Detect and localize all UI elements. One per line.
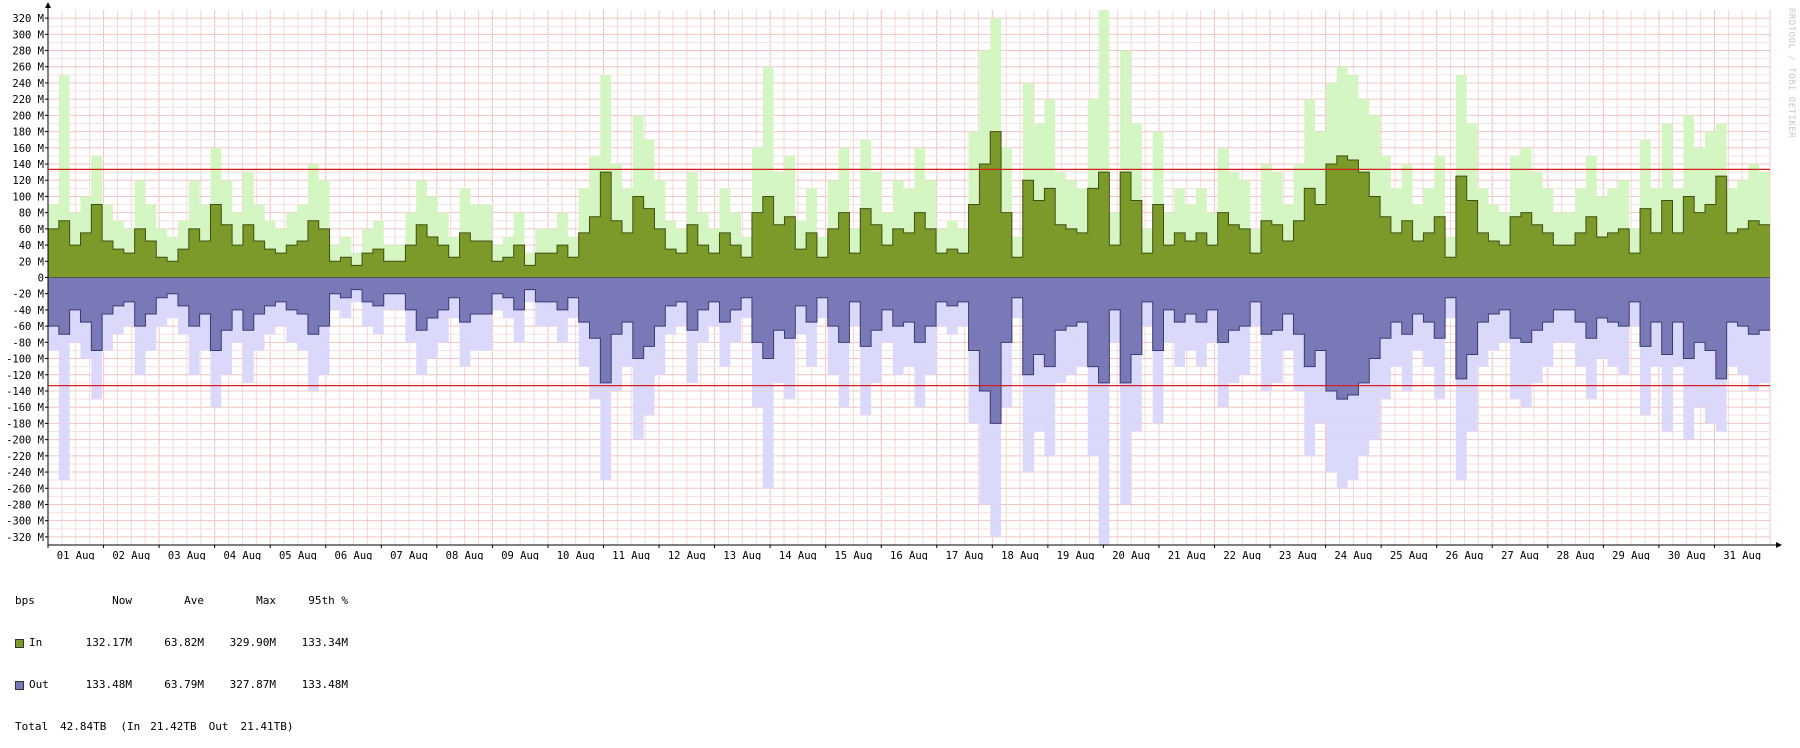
- x-tick-label: 23 Aug: [1279, 550, 1317, 560]
- legend-col-p95: 95th %: [308, 594, 348, 607]
- legend-total-value: 42.84TB: [60, 720, 107, 733]
- legend-col-max: Max: [256, 594, 276, 607]
- x-tick-label: 19 Aug: [1057, 550, 1095, 560]
- x-tick-label: 12 Aug: [668, 550, 706, 560]
- y-tick-label: 160 M: [12, 143, 44, 155]
- legend-label-out: Out: [29, 678, 49, 691]
- x-tick-label: 02 Aug: [112, 550, 150, 560]
- x-tick-label: 11 Aug: [612, 550, 650, 560]
- y-tick-label: 80 M: [19, 208, 44, 220]
- y-tick-label: 180 M: [12, 127, 44, 139]
- y-tick-label: 280 M: [12, 46, 44, 58]
- y-tick-label: 60 M: [19, 224, 44, 236]
- legend-total-label: Total: [15, 720, 49, 733]
- y-tick-label: -320 M: [6, 532, 44, 544]
- legend-col-now: Now: [112, 594, 132, 607]
- x-tick-label: 26 Aug: [1446, 550, 1484, 560]
- legend-unit: bps: [15, 594, 35, 607]
- y-tick-label: 20 M: [19, 256, 44, 268]
- x-tick-label: 03 Aug: [168, 550, 206, 560]
- x-tick-label: 20 Aug: [1112, 550, 1150, 560]
- y-tick-label: -20 M: [12, 289, 44, 301]
- legend-in-max: 329.90M: [229, 636, 276, 649]
- y-tick-label: 260 M: [12, 62, 44, 74]
- x-tick-label: 25 Aug: [1390, 550, 1428, 560]
- x-tick-label: 31 Aug: [1723, 550, 1761, 560]
- y-tick-label: -260 M: [6, 483, 44, 495]
- legend-swatch-out: [15, 680, 24, 690]
- x-tick-label: 07 Aug: [390, 550, 428, 560]
- y-tick-label: 240 M: [12, 78, 44, 90]
- y-tick-label: 320 M: [12, 13, 44, 25]
- y-tick-label: 200 M: [12, 110, 44, 122]
- legend-swatch-in: [15, 638, 24, 648]
- x-tick-label: 09 Aug: [501, 550, 539, 560]
- traffic-graph: 320 M 300 M 280 M 260 M 240 M 220 M 200 M 180 M…: [6, 2, 1782, 560]
- y-tick-label: -60 M: [12, 321, 44, 333]
- y-tick-label: 0: [38, 273, 44, 285]
- legend-total-out-label: Out: [208, 720, 229, 733]
- rrdtool-watermark: RRDTOOL / TOBI OETIKER: [1786, 8, 1796, 139]
- x-tick-label: 01 Aug: [57, 550, 95, 560]
- legend-out-now: 133.48M: [85, 678, 132, 691]
- legend-total-out-value: 21.41TB): [240, 720, 294, 733]
- x-tick-label: 21 Aug: [1168, 550, 1206, 560]
- legend-in-p95: 133.34M: [301, 636, 348, 649]
- legend-row-in: In 132.17M 63.82M 329.90M 133.34M: [15, 636, 348, 650]
- series-in-line: [48, 131, 1770, 266]
- x-tick-label: 16 Aug: [890, 550, 928, 560]
- y-tick-label: 40 M: [19, 240, 44, 252]
- legend-total-in-value: 21.42TB: [150, 720, 197, 733]
- y-tick-label: 120 M: [12, 175, 44, 187]
- legend-label-in: In: [29, 636, 43, 649]
- x-axis-arrow: [1776, 542, 1782, 548]
- x-tick-label: 06 Aug: [335, 550, 373, 560]
- y-tick-label: -220 M: [6, 451, 44, 463]
- legend-in-now: 132.17M: [85, 636, 132, 649]
- x-tick-label: 18 Aug: [1001, 550, 1039, 560]
- legend-out-ave: 63.79M: [164, 678, 204, 691]
- y-axis-arrow: [45, 2, 51, 8]
- x-tick-label: 17 Aug: [946, 550, 984, 560]
- y-tick-label: -180 M: [6, 418, 44, 430]
- y-tick-label: -240 M: [6, 467, 44, 479]
- x-tick-label: 15 Aug: [834, 550, 872, 560]
- x-tick-label: 30 Aug: [1668, 550, 1706, 560]
- y-tick-label: 220 M: [12, 94, 44, 106]
- series-out-line: [48, 289, 1770, 424]
- x-tick-label: 05 Aug: [279, 550, 317, 560]
- x-tick-label: 04 Aug: [223, 550, 261, 560]
- y-tick-label: -40 M: [12, 305, 44, 317]
- x-tick-label: 14 Aug: [779, 550, 817, 560]
- legend-row-out: Out 133.48M 63.79M 327.87M 133.48M: [15, 678, 348, 692]
- y-tick-label: -280 M: [6, 499, 44, 511]
- y-tick-label: 100 M: [12, 191, 44, 203]
- x-tick-label: 27 Aug: [1501, 550, 1539, 560]
- legend: bps Now Ave Max 95th % In 132.17M 63.82M…: [15, 566, 348, 748]
- x-tick-label: 24 Aug: [1334, 550, 1372, 560]
- y-tick-label: -140 M: [6, 386, 44, 398]
- legend-header: bps Now Ave Max 95th %: [15, 594, 348, 608]
- legend-row-total: Total 42.84TB (In 21.42TB Out 21.41TB): [15, 720, 348, 734]
- legend-out-max: 327.87M: [229, 678, 276, 691]
- legend-in-ave: 63.82M: [164, 636, 204, 649]
- x-tick-label: 13 Aug: [723, 550, 761, 560]
- y-tick-label: -120 M: [6, 370, 44, 382]
- x-tick-label: 08 Aug: [446, 550, 484, 560]
- legend-out-p95: 133.48M: [301, 678, 348, 691]
- y-tick-label: -80 M: [12, 337, 44, 349]
- y-tick-label: 140 M: [12, 159, 44, 171]
- y-tick-label: -100 M: [6, 354, 44, 366]
- y-tick-label: -300 M: [6, 516, 44, 528]
- x-tick-label: 29 Aug: [1612, 550, 1650, 560]
- x-tick-label: 22 Aug: [1223, 550, 1261, 560]
- y-tick-label: 300 M: [12, 29, 44, 41]
- legend-total-in-label: (In: [120, 720, 141, 733]
- y-tick-label: -200 M: [6, 435, 44, 447]
- x-tick-label: 28 Aug: [1557, 550, 1595, 560]
- y-tick-label: -160 M: [6, 402, 44, 414]
- legend-col-ave: Ave: [184, 594, 204, 607]
- x-tick-label: 10 Aug: [557, 550, 595, 560]
